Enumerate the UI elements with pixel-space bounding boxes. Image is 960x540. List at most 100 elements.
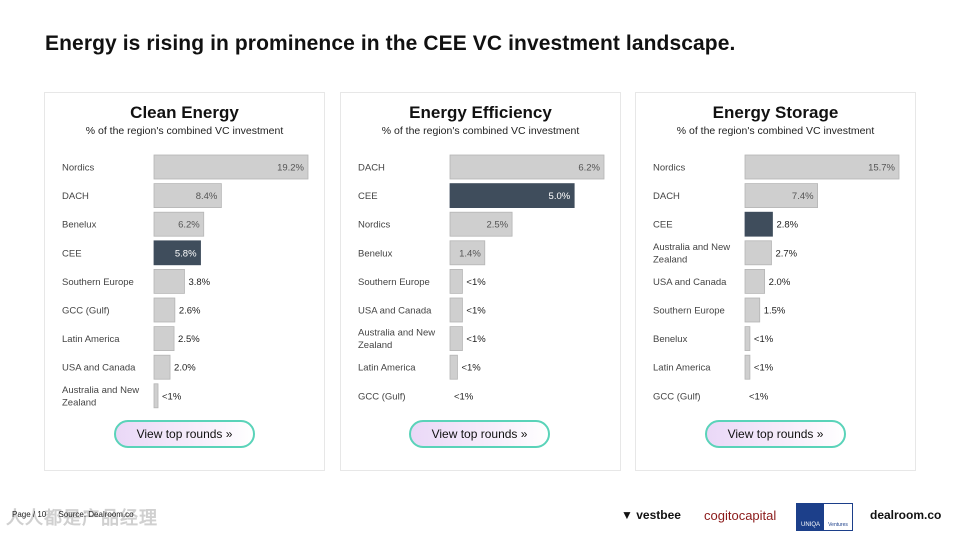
bar-latin-america <box>744 354 751 380</box>
value-label-australia-and-new-zealand: <1% <box>162 391 182 402</box>
category-label-dach: DACH <box>653 191 680 202</box>
bar-australia-and-new-zealand <box>449 326 463 352</box>
chart-panel-energy-storage: Energy Storage % of the region's combine… <box>635 92 916 471</box>
value-label-benelux: <1% <box>754 334 774 345</box>
value-label-nordics: 19.2% <box>277 163 304 174</box>
category-label-cee: CEE <box>653 220 673 231</box>
value-label-benelux: 1.4% <box>459 248 481 259</box>
chart-title: Clean Energy <box>130 103 239 122</box>
category-label-benelux: Benelux <box>653 334 688 345</box>
category-label-gcc-gulf-: GCC (Gulf) <box>62 306 110 317</box>
view-top-rounds-button[interactable]: View top rounds » <box>409 420 550 448</box>
value-label-gcc-gulf-: 2.6% <box>179 306 201 317</box>
bar-cee <box>153 240 201 266</box>
source-note: Source: Dealroom.co <box>58 510 134 519</box>
chart-panel-clean-energy: Clean Energy % of the region's combined … <box>44 92 325 471</box>
bar-usa-and-canada <box>449 297 463 323</box>
bar-southern-europe <box>153 268 185 294</box>
bar-gcc-gulf- <box>153 297 176 323</box>
category-label-nordics: Nordics <box>62 163 94 174</box>
category-label-cee: CEE <box>62 248 82 259</box>
chart-subtitle: % of the region's combined VC investment <box>676 125 875 137</box>
bar-cee <box>449 183 575 208</box>
cogito-capital-logo: cogitocapital <box>704 508 777 523</box>
bar-chart-energy-efficiency: DACH 6.2% CEE 5.0% Nordics 2.5% Benelux 1.4% Sou… <box>358 154 605 402</box>
category-label-usa-and-canada: USA and Canada <box>358 306 432 317</box>
value-label-usa-and-canada: 2.0% <box>769 277 791 288</box>
value-label-latin-america: <1% <box>461 363 481 374</box>
category-label-latin-america: Latin America <box>358 363 416 374</box>
chart-subtitle: % of the region's combined VC investment <box>381 125 580 137</box>
uniqa-logo-part: UNIQA <box>797 504 824 530</box>
value-label-southern-europe: 1.5% <box>764 306 786 317</box>
bar-usa-and-canada <box>744 268 766 294</box>
value-label-nordics: 15.7% <box>868 163 895 174</box>
view-top-rounds-button[interactable]: View top rounds » <box>114 420 255 448</box>
bar-latin-america <box>449 354 458 380</box>
bar-nordics <box>449 211 513 237</box>
watermark: 人人都是产品经理 <box>6 508 158 528</box>
bar-benelux <box>449 240 486 266</box>
value-label-cee: 5.8% <box>175 248 197 259</box>
bar-cee <box>744 211 773 237</box>
vestbee-icon: ▼ <box>621 508 633 522</box>
view-top-rounds-button[interactable]: View top rounds » <box>705 420 846 448</box>
bar-dach <box>744 183 818 208</box>
value-label-australia-and-new-zealand: <1% <box>466 334 486 345</box>
value-label-usa-and-canada: <1% <box>466 306 486 317</box>
category-label-southern-europe: Southern Europe <box>653 306 725 317</box>
category-label-gcc-gulf-: GCC (Gulf) <box>653 391 701 402</box>
value-label-gcc-gulf-: <1% <box>454 391 474 402</box>
uniqa-ventures-logo: UNIQA Ventures <box>796 503 853 531</box>
value-label-nordics: 2.5% <box>486 220 508 231</box>
value-label-usa-and-canada: 2.0% <box>174 363 196 374</box>
bar-southern-europe <box>449 268 463 294</box>
category-label-latin-america: Latin America <box>653 363 711 374</box>
bar-australia-and-new-zealand <box>153 383 159 409</box>
category-label-australia-and-new-zealand: Australia and New Zealand <box>358 328 435 352</box>
bar-chart-energy-storage: Nordics 15.7% DACH 7.4% CEE 2.8% Australia and… <box>653 154 900 402</box>
category-label-latin-america: Latin America <box>62 334 120 345</box>
value-label-gcc-gulf-: <1% <box>749 391 769 402</box>
bar-benelux <box>153 211 205 237</box>
category-label-southern-europe: Southern Europe <box>358 277 430 288</box>
chart-title: Energy Storage <box>712 103 839 122</box>
page-title: Energy is rising in prominence in the CE… <box>45 32 736 55</box>
value-label-cee: 5.0% <box>549 191 571 202</box>
bar-chart-clean-energy: Nordics 19.2% DACH 8.4% Benelux 6.2% CEE 5.8% So… <box>62 154 309 409</box>
category-label-dach: DACH <box>358 163 385 174</box>
category-label-nordics: Nordics <box>358 220 390 231</box>
value-label-dach: 8.4% <box>196 191 218 202</box>
bar-benelux <box>744 326 751 352</box>
value-label-dach: 6.2% <box>578 163 600 174</box>
bar-latin-america <box>153 326 175 352</box>
bar-dach <box>153 183 222 208</box>
value-label-benelux: 6.2% <box>178 220 200 231</box>
value-label-australia-and-new-zealand: 2.7% <box>775 248 797 259</box>
bar-australia-and-new-zealand <box>744 240 772 266</box>
chart-panel-energy-efficiency: Energy Efficiency % of the region's comb… <box>340 92 621 471</box>
category-label-benelux: Benelux <box>62 220 97 231</box>
value-label-southern-europe: 3.8% <box>188 277 210 288</box>
chart-subtitle: % of the region's combined VC investment <box>85 125 284 137</box>
ventures-logo-part: Ventures <box>824 504 852 530</box>
category-label-gcc-gulf-: GCC (Gulf) <box>358 391 406 402</box>
page-number: Page / 10 <box>12 510 47 519</box>
category-label-southern-europe: Southern Europe <box>62 277 134 288</box>
vestbee-logo: ▼ vestbee <box>621 508 681 522</box>
bar-southern-europe <box>744 297 761 323</box>
category-label-australia-and-new-zealand: Australia and New Zealand <box>653 242 730 265</box>
value-label-latin-america: <1% <box>754 363 774 374</box>
bar-dach <box>449 154 605 180</box>
bar-nordics <box>153 154 309 180</box>
footer: Page / 10 Source: Dealroom.co <box>12 510 144 519</box>
category-label-benelux: Benelux <box>358 248 393 259</box>
category-label-australia-and-new-zealand: Australia and New Zealand <box>62 385 139 409</box>
category-label-cee: CEE <box>358 191 378 202</box>
bar-nordics <box>744 154 900 180</box>
category-label-usa-and-canada: USA and Canada <box>653 277 727 288</box>
dealroom-logo: dealroom.co <box>870 508 942 522</box>
chart-title: Energy Efficiency <box>409 103 552 122</box>
category-label-dach: DACH <box>62 191 89 202</box>
category-label-nordics: Nordics <box>653 163 685 174</box>
